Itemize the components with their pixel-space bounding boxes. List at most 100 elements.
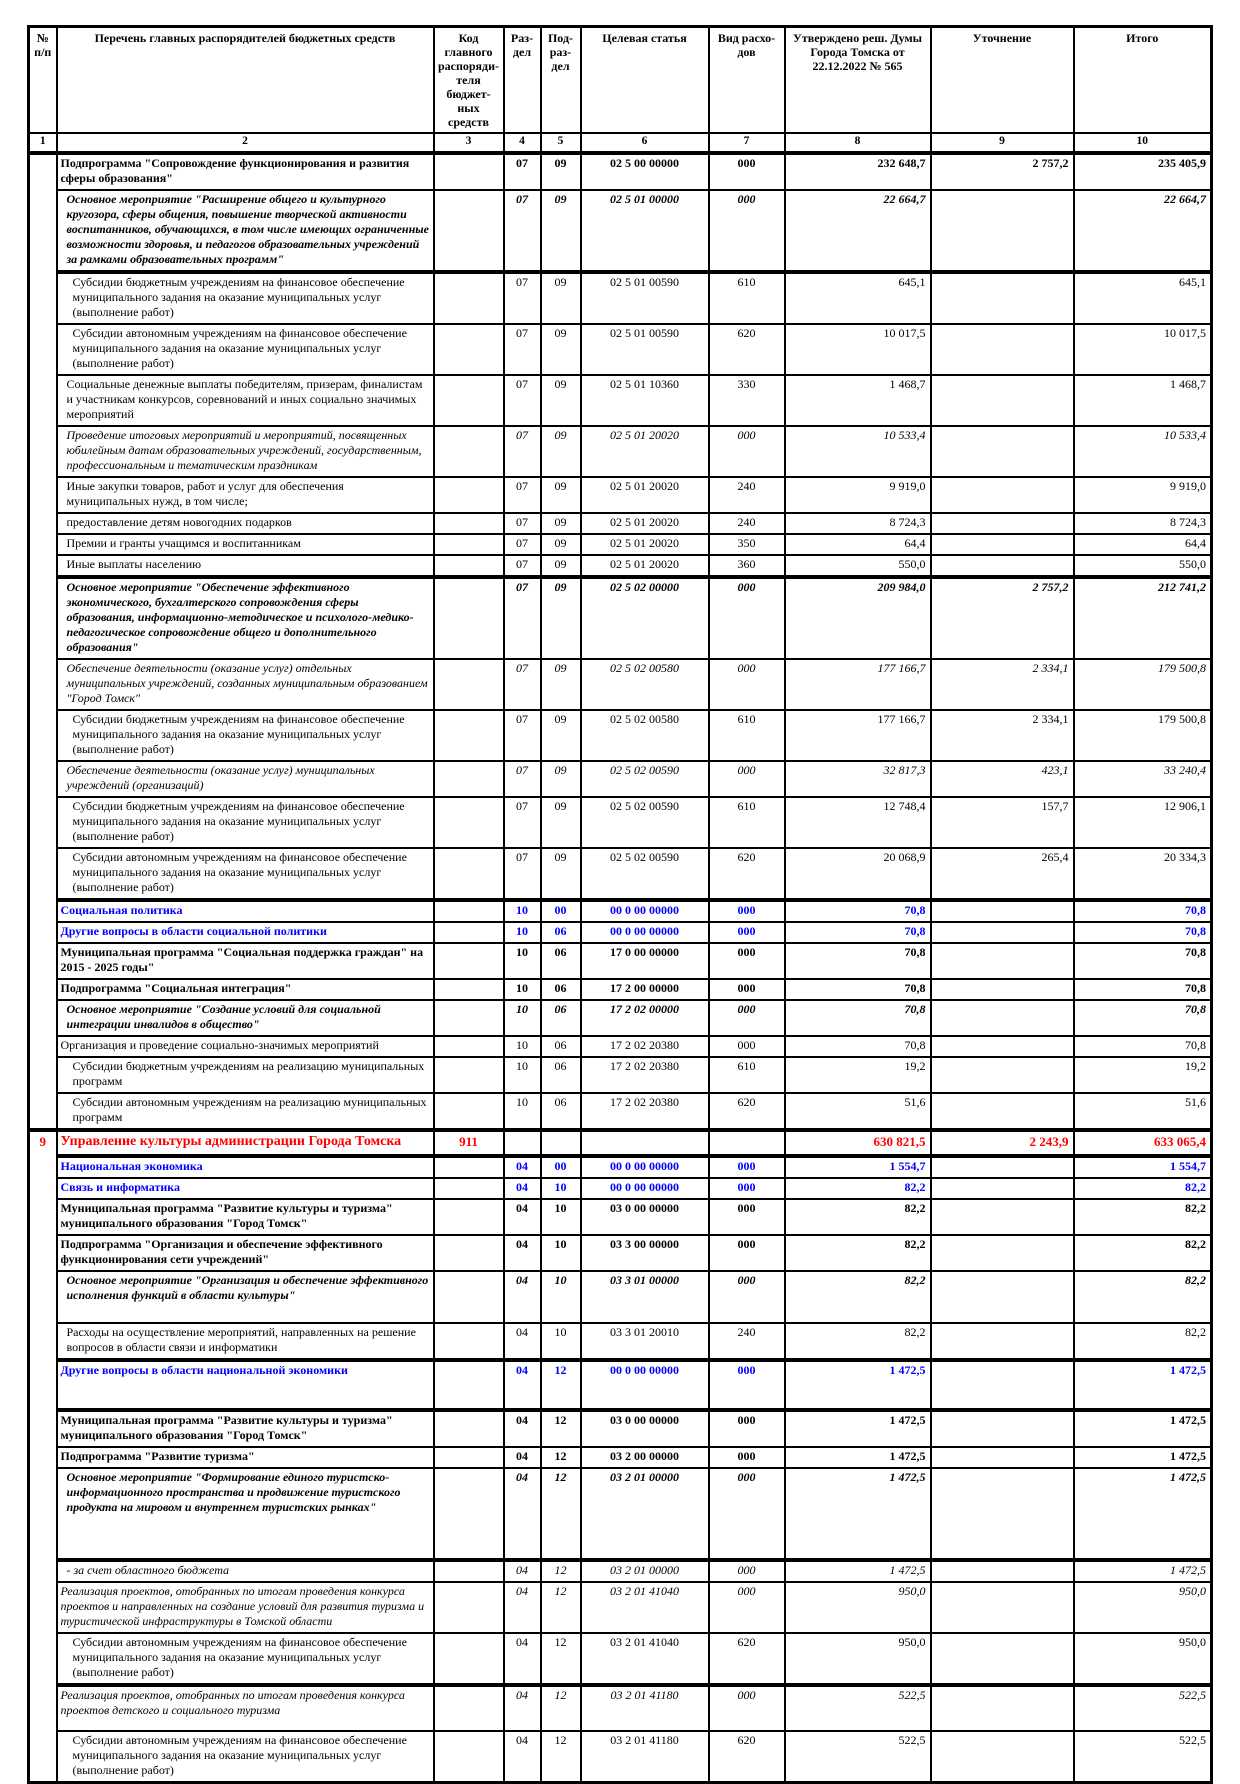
- section-code-cell: 10: [502, 999, 542, 1037]
- expense-type-cell: 000: [707, 425, 786, 478]
- subsection-code-cell: 12: [539, 1683, 582, 1732]
- expense-type-cell: 000: [707, 1234, 786, 1272]
- total-amount-cell: 1 472,5: [1072, 1467, 1213, 1561]
- total-amount-cell: 179 500,8: [1072, 658, 1213, 711]
- section-code-cell: 07: [502, 709, 542, 762]
- adjustment-amount-cell: 2 757,2: [929, 575, 1075, 660]
- table-row: Иные выплаты населению 07 09 02 5 01 20020 3…: [29, 554, 1213, 578]
- section-code-cell: 04: [502, 1270, 542, 1324]
- section-code-cell: 10: [502, 1092, 542, 1131]
- grbs-code-cell: [432, 512, 505, 535]
- expense-type-cell: 000: [707, 978, 786, 1001]
- column-header-6: Целевая статья: [579, 25, 710, 134]
- total-amount-cell: 1 472,5: [1072, 1358, 1213, 1411]
- expenditure-name-cell: Субсидии автономным учреждениям на финан…: [55, 1730, 435, 1784]
- expense-type-cell: 000: [707, 1358, 786, 1411]
- section-code-cell: 04: [502, 1322, 542, 1361]
- expense-type-cell: 000: [707, 760, 786, 798]
- table-row: Расходы на осуществление мероприятий, на…: [29, 1322, 1213, 1361]
- column-number-2: 2: [55, 132, 435, 155]
- total-amount-cell: 70,8: [1072, 898, 1213, 923]
- section-code-cell: 07: [502, 270, 542, 325]
- column-number-8: 8: [783, 132, 932, 155]
- target-article-cell: 17 2 02 00000: [579, 999, 710, 1037]
- total-amount-cell: 51,6: [1072, 1092, 1213, 1131]
- adjustment-amount-cell: [929, 1446, 1075, 1469]
- expenditure-name-cell: Субсидии автономным учреждениям на финан…: [55, 1632, 435, 1686]
- subsection-code-cell: 10: [539, 1177, 582, 1200]
- adjustment-amount-cell: [929, 1358, 1075, 1411]
- section-code-cell: 04: [502, 1198, 542, 1236]
- target-article-cell: 03 2 01 41040: [579, 1632, 710, 1686]
- expense-type-cell: 000: [707, 1035, 786, 1058]
- approved-amount-cell: 1 468,7: [783, 374, 932, 427]
- column-number-6: 6: [579, 132, 710, 155]
- expenditure-name-cell: Субсидии автономным учреждениям на реали…: [55, 1092, 435, 1131]
- table-row: Субсидии бюджетным учреждениям на финанс…: [29, 709, 1213, 762]
- total-amount-cell: 522,5: [1072, 1730, 1213, 1784]
- grbs-code-cell: [432, 1558, 505, 1583]
- subsection-code-cell: 09: [539, 189, 582, 273]
- subsection-code-cell: 09: [539, 425, 582, 478]
- approved-amount-cell: 550,0: [783, 554, 932, 578]
- expenditure-name-cell: Муниципальная программа "Социальная подд…: [55, 942, 435, 980]
- table-row: Социальные денежные выплаты победителям,…: [29, 374, 1213, 427]
- table-row: Социальная политика 10 00 00 0 00 00000 000 7…: [29, 898, 1213, 923]
- grbs-code-cell: [432, 189, 505, 273]
- approved-amount-cell: 1 472,5: [783, 1446, 932, 1469]
- adjustment-amount-cell: [929, 1177, 1075, 1200]
- approved-amount-cell: 950,0: [783, 1581, 932, 1634]
- target-article-cell: 02 5 01 00590: [579, 323, 710, 376]
- expenditure-name-cell: Субсидии бюджетным учреждениям на финанс…: [55, 709, 435, 762]
- approved-amount-cell: 20 068,9: [783, 847, 932, 901]
- target-article-cell: 03 3 01 20010: [579, 1322, 710, 1361]
- subsection-code-cell: 00: [539, 898, 582, 923]
- column-number-3: 3: [432, 132, 505, 155]
- grbs-code-cell: [432, 978, 505, 1001]
- target-article-cell: 02 5 01 20020: [579, 425, 710, 478]
- subsection-code-cell: 09: [539, 796, 582, 849]
- table-header: № п/п Перечень главных распорядителей бюд…: [27, 25, 1213, 155]
- target-article-cell: 02 5 02 00590: [579, 760, 710, 798]
- expenditure-name-cell: - за счет областного бюджета: [55, 1558, 435, 1583]
- total-amount-cell: 19,2: [1072, 1056, 1213, 1094]
- approved-amount-cell: 70,8: [783, 898, 932, 923]
- expense-type-cell: 620: [707, 847, 786, 901]
- column-header-2: Перечень главных распорядителей бюджетны…: [55, 25, 435, 134]
- section-code-cell: 04: [502, 1730, 542, 1784]
- total-amount-cell: 1 468,7: [1072, 374, 1213, 427]
- expense-type-cell: 000: [707, 1581, 786, 1634]
- target-article-cell: 02 5 01 20020: [579, 512, 710, 535]
- total-amount-cell: 64,4: [1072, 533, 1213, 556]
- expense-type-cell: 620: [707, 1092, 786, 1131]
- expenditure-name-cell: Основное мероприятие "Обеспечение эффект…: [55, 575, 435, 660]
- expenditure-name-cell: Субсидии бюджетным учреждениям на финанс…: [55, 270, 435, 325]
- section-code-cell: 04: [502, 1632, 542, 1686]
- total-amount-cell: 950,0: [1072, 1581, 1213, 1634]
- grbs-code-cell: [432, 1581, 505, 1634]
- adjustment-amount-cell: [929, 1198, 1075, 1236]
- total-amount-cell: 1 472,5: [1072, 1558, 1213, 1583]
- subsection-code-cell: 06: [539, 1035, 582, 1058]
- subsection-code-cell: 12: [539, 1581, 582, 1634]
- total-amount-cell: 82,2: [1072, 1322, 1213, 1361]
- adjustment-amount-cell: [929, 978, 1075, 1001]
- approved-amount-cell: 64,4: [783, 533, 932, 556]
- expenditure-name-cell: Подпрограмма "Сопровождение функциониров…: [55, 152, 435, 191]
- subsection-code-cell: 12: [539, 1408, 582, 1448]
- total-amount-cell: 179 500,8: [1072, 709, 1213, 762]
- expense-type-cell: 000: [707, 658, 786, 711]
- adjustment-amount-cell: [929, 1581, 1075, 1634]
- adjustment-amount-cell: [929, 476, 1075, 514]
- grbs-code-cell: [432, 152, 505, 191]
- target-article-cell: 17 2 02 20380: [579, 1056, 710, 1094]
- total-amount-cell: 20 334,3: [1072, 847, 1213, 901]
- expenditure-name-cell: Основное мероприятие "Создание условий д…: [55, 999, 435, 1037]
- section-code-cell: 04: [502, 1683, 542, 1732]
- table-row: Муниципальная программа "Развитие культу…: [29, 1198, 1213, 1236]
- expense-type-cell: 000: [707, 575, 786, 660]
- grbs-code-cell: [432, 709, 505, 762]
- grbs-code-cell: [432, 942, 505, 980]
- subsection-code-cell: 09: [539, 760, 582, 798]
- section-code-cell: 04: [502, 1234, 542, 1272]
